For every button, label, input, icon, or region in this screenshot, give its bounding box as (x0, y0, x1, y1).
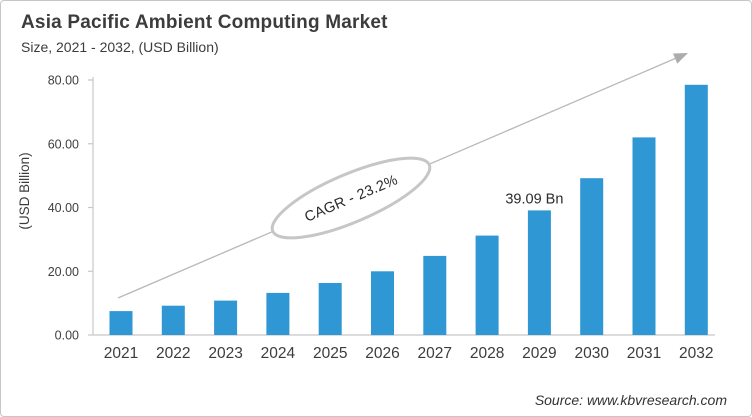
bar-2022 (161, 305, 185, 335)
bar-2030 (580, 178, 604, 335)
y-tick-label-20.00: 20.00 (48, 265, 79, 279)
x-tick-label-2024: 2024 (261, 345, 296, 362)
y-tick-label-60.00: 60.00 (48, 137, 79, 151)
bar-2023 (214, 300, 238, 335)
bar-2024 (266, 292, 290, 335)
source-credit: Source: www.kbvresearch.com (534, 392, 727, 408)
x-tick-label-2023: 2023 (208, 345, 242, 362)
bar-2028 (475, 235, 499, 335)
bar-2026 (371, 271, 394, 336)
bar-2027 (423, 255, 447, 335)
x-tick-label-2032: 2032 (679, 345, 713, 362)
x-tick-label-2026: 2026 (365, 345, 399, 362)
bar-2021 (109, 311, 133, 335)
y-tick-label-80.00: 80.00 (48, 74, 79, 88)
bar-2031 (632, 137, 656, 335)
bar-value-label: 39.09 Bn (505, 191, 563, 207)
x-tick-label-2029: 2029 (522, 345, 556, 362)
chart-title: Asia Pacific Ambient Computing Market (21, 12, 388, 33)
y-tick-label-40.00: 40.00 (48, 201, 79, 215)
x-tick-label-2025: 2025 (313, 345, 347, 362)
x-tick-label-2027: 2027 (418, 345, 452, 362)
bar-2025 (318, 283, 342, 335)
x-tick-label-2030: 2030 (574, 345, 609, 362)
y-tick-label-0.00: 0.00 (55, 329, 79, 343)
x-tick-label-2028: 2028 (470, 345, 504, 362)
trend-arrow-head-icon (673, 53, 688, 64)
chart-subtitle: Size, 2021 - 2032, (USD Billion) (21, 39, 219, 55)
x-tick-label-2031: 2031 (627, 345, 661, 362)
x-tick-label-2021: 2021 (104, 345, 138, 362)
bar-2032 (684, 84, 708, 335)
cagr-ellipse (270, 156, 432, 240)
bar-2029 (527, 210, 551, 335)
x-tick-label-2022: 2022 (156, 345, 190, 362)
